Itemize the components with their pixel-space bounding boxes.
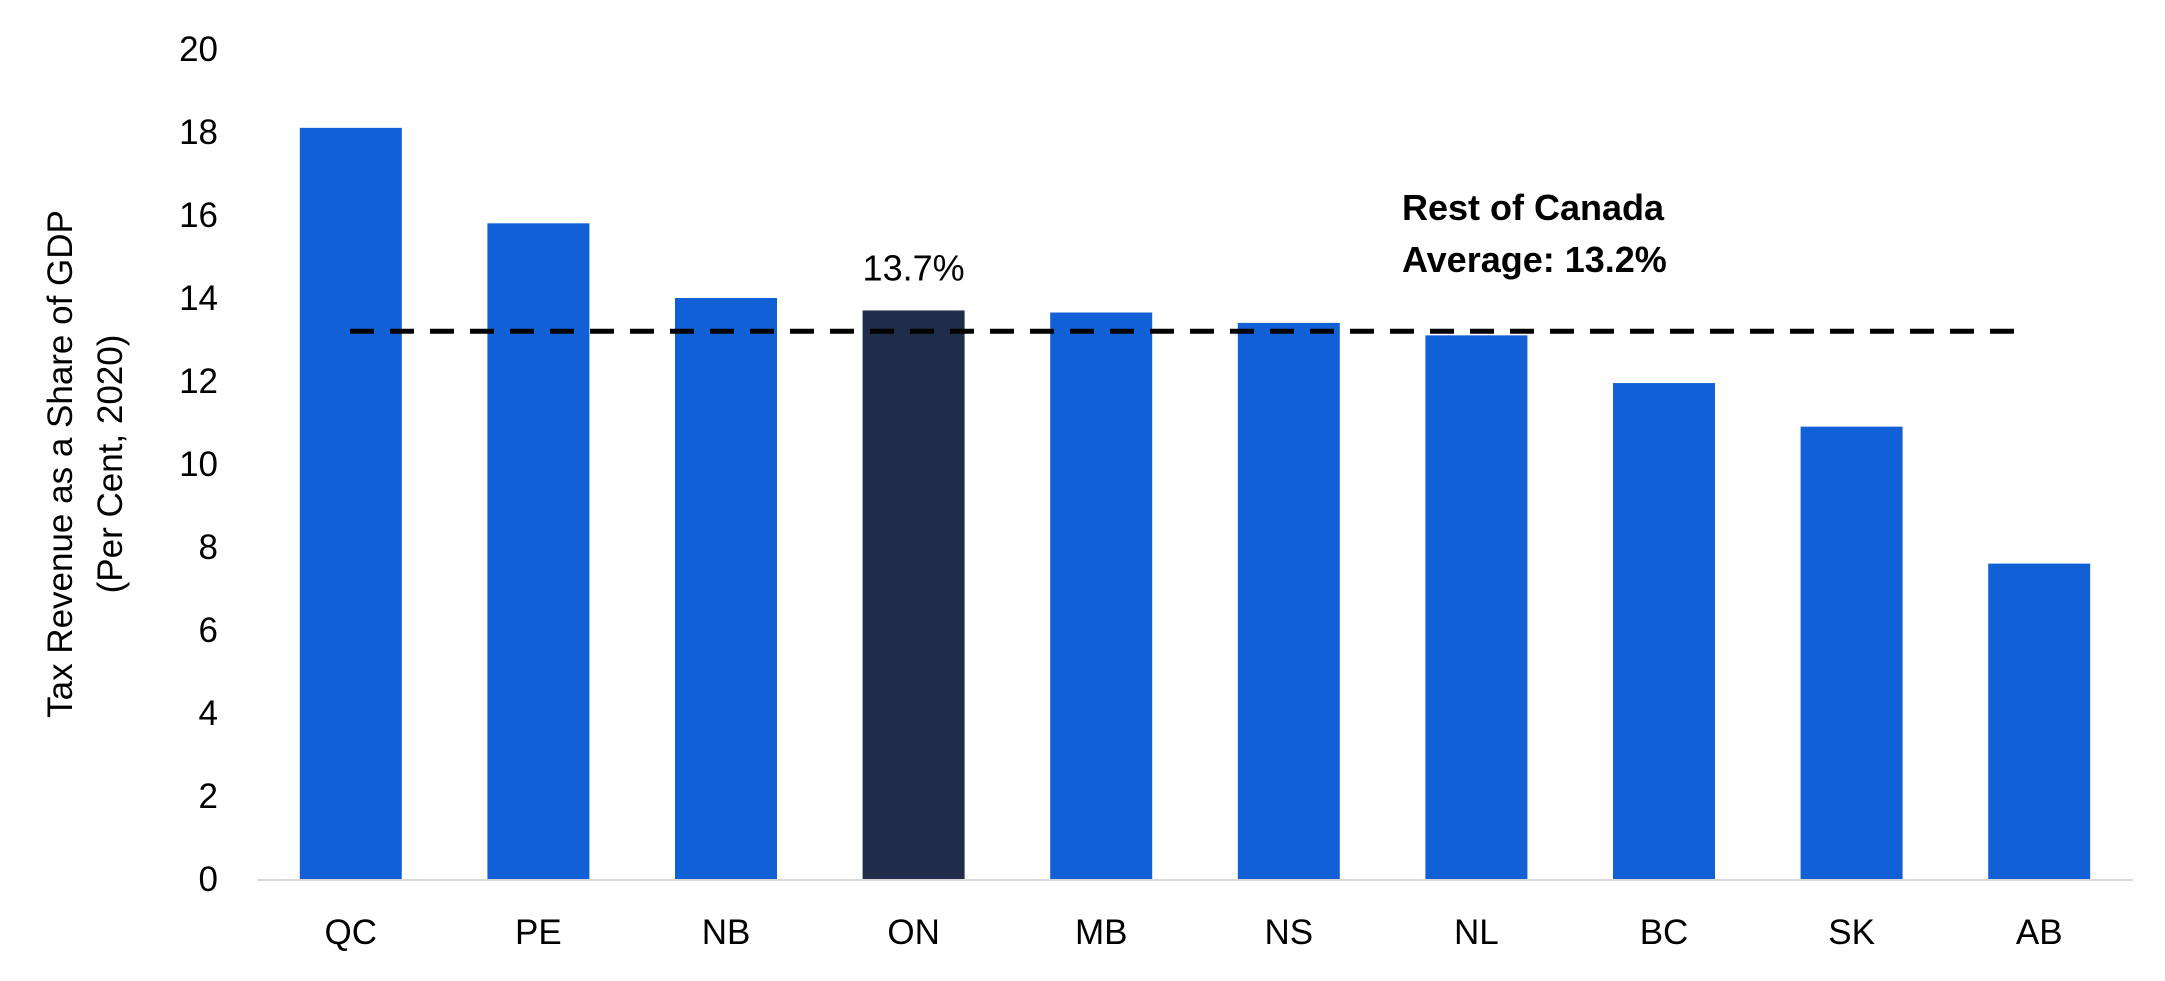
y-tick-label: 8: [199, 528, 218, 567]
x-tick-label: ON: [887, 913, 940, 952]
y-tick-label: 4: [199, 694, 218, 733]
x-tick-label: AB: [2016, 913, 2063, 952]
y-tick-label: 20: [179, 30, 218, 69]
x-tick-label: SK: [1828, 913, 1875, 952]
y-axis-ticks: 0 2 4 6 8 10 12 14 16 18 20: [179, 30, 218, 899]
x-tick-label: MB: [1075, 913, 1128, 952]
y-axis-title-line: (Per Cent, 2020): [91, 335, 130, 594]
y-tick-label: 18: [179, 113, 218, 152]
x-axis-ticks: QC PE NB ON MB NS NL BC SK AB: [325, 913, 2063, 952]
x-tick-label: NL: [1454, 913, 1499, 952]
bar-ab: [1988, 563, 2091, 879]
reference-line-group: Rest of Canada Average: 13.2%: [350, 187, 2030, 334]
bar-nb: [675, 298, 777, 879]
y-tick-label: 6: [199, 611, 218, 650]
y-axis-title: Tax Revenue as a Share of GDP (Per Cent, …: [41, 210, 130, 718]
bar-on: [862, 310, 965, 879]
bar-pe: [487, 223, 590, 880]
bar-qc: [299, 127, 402, 880]
bar-mb: [1050, 312, 1153, 879]
x-tick-label: NS: [1264, 913, 1313, 952]
bar-bc: [1613, 383, 1715, 879]
x-tick-label: BC: [1640, 913, 1689, 952]
reference-line-label: Average: 13.2%: [1402, 239, 1667, 280]
data-label-on: 13.7%: [863, 247, 965, 288]
reference-line-label: Rest of Canada: [1402, 187, 1665, 228]
y-tick-label: 0: [199, 860, 218, 899]
x-tick-label: PE: [515, 913, 562, 952]
x-tick-label: NB: [702, 913, 751, 952]
y-axis-title-line: Tax Revenue as a Share of GDP: [41, 210, 80, 718]
bar-sk: [1800, 426, 1903, 879]
bar-nl: [1425, 335, 1528, 880]
x-tick-label: QC: [325, 913, 378, 952]
y-tick-label: 12: [179, 362, 218, 401]
y-tick-label: 10: [179, 445, 218, 484]
bars: [299, 127, 2091, 880]
bar-ns: [1237, 322, 1340, 879]
y-tick-label: 2: [199, 777, 218, 816]
y-tick-label: 14: [179, 279, 218, 318]
y-tick-label: 16: [179, 196, 218, 235]
data-labels: 13.7%: [863, 247, 965, 288]
